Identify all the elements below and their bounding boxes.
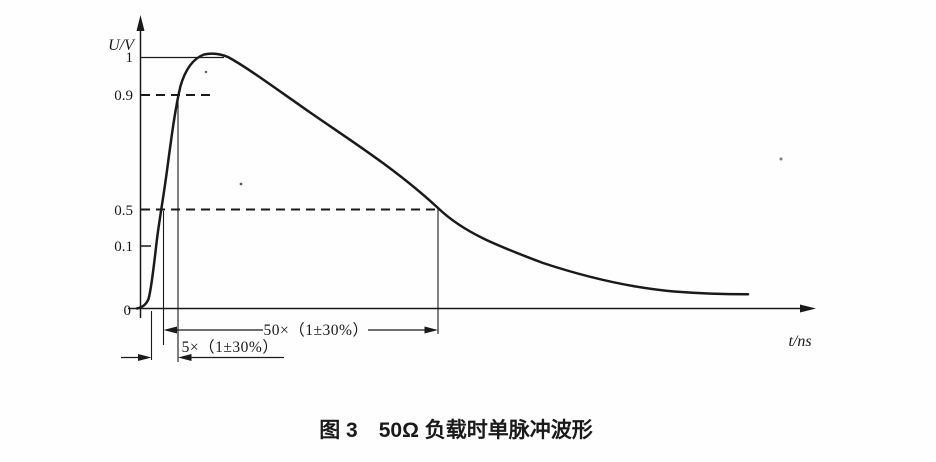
y-axis-arrowhead-icon: [136, 15, 145, 31]
scan-speck: [779, 157, 783, 161]
scan-speck: [204, 70, 208, 74]
duration-dimension-label: 50×（1±30%）: [264, 322, 369, 339]
scan-speck: [239, 182, 243, 186]
y-tick-label-0-5: 0.5: [114, 203, 133, 219]
rise-time-right-arrowhead-icon: [178, 354, 192, 361]
rise-time-left-arrowhead-icon: [138, 354, 152, 361]
pulse-waveform-curve: [135, 52, 750, 310]
y-tick-label-1: 1: [126, 50, 134, 66]
y-tick-label-0-9: 0.9: [114, 88, 133, 104]
y-tick-label-0-1: 0.1: [114, 239, 133, 255]
x-axis-label: t/ns: [788, 333, 811, 350]
x-axis-arrowhead-icon: [800, 304, 816, 313]
y-tick-label-0: 0: [124, 303, 132, 319]
duration-left-arrowhead-icon: [163, 326, 177, 334]
y-axis-label: U/V: [108, 37, 136, 54]
duration-right-arrowhead-icon: [424, 326, 438, 334]
rise-time-dimension-label: 5×（1±30%）: [182, 339, 279, 356]
figure-caption: 图 3 50Ω 负载时单脉冲波形: [319, 418, 593, 442]
